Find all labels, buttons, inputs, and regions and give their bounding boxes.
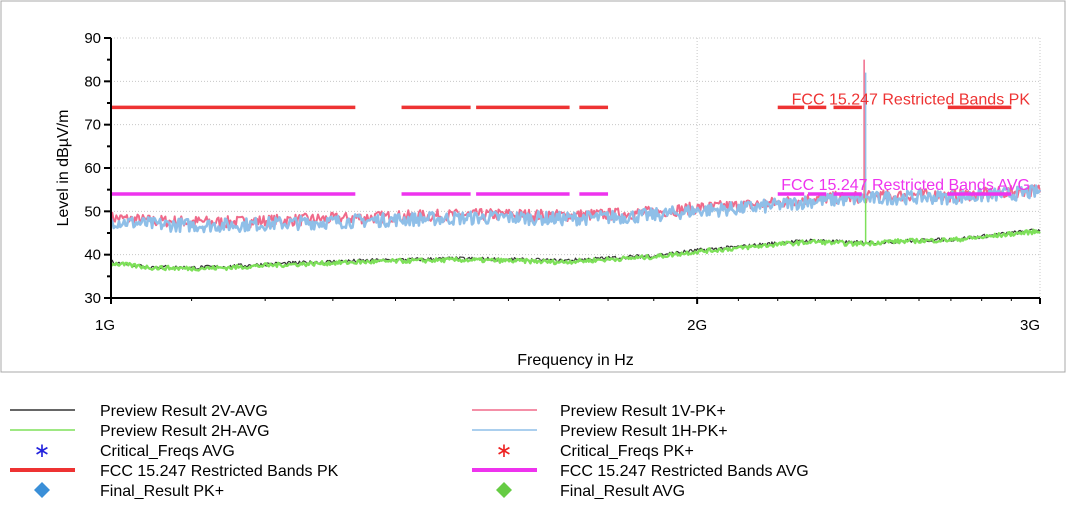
y-tick-label: 40 — [84, 247, 101, 264]
legend-label: Final_Result AVG — [560, 483, 685, 500]
y-tick-label: 30 — [84, 290, 101, 307]
x-tick-label: 1G — [95, 317, 115, 334]
y-tick-label: 70 — [84, 117, 101, 134]
limit-layer: FCC 15.247 Restricted Bands PK FCC 15.247… — [111, 91, 1031, 196]
legend-label: Critical_Freqs PK+ — [560, 443, 694, 460]
y-tick-label: 60 — [84, 160, 101, 177]
asterisk-icon: ∗ — [496, 438, 513, 462]
y-tick-label: 50 — [84, 203, 101, 220]
axes: 30 40 50 60 70 80 90 1G 2G 3G — [84, 30, 1041, 334]
legend: Preview Result 2V-AVG Preview Result 2H-A… — [10, 403, 809, 500]
series-line-4 — [109, 228, 1041, 272]
diamond-icon — [34, 482, 50, 498]
series-line-3 — [110, 228, 1041, 270]
legend-label: Preview Result 2H-AVG — [100, 423, 270, 440]
x-tick-label: 3G — [1020, 317, 1040, 334]
chart-frame — [0, 0, 1066, 373]
y-tick-label: 80 — [84, 73, 101, 90]
legend-label: Preview Result 2V-AVG — [100, 403, 268, 420]
diamond-icon — [496, 482, 512, 498]
y-tick-label: 90 — [84, 30, 101, 47]
limit-label-avg: FCC 15.247 Restricted Bands AVG — [781, 177, 1030, 194]
asterisk-icon: ∗ — [34, 438, 51, 462]
series-layer — [109, 59, 1042, 272]
legend-label: Preview Result 1H-PK+ — [560, 423, 728, 440]
legend-label: Critical_Freqs AVG — [100, 443, 235, 460]
x-axis-title: Frequency in Hz — [517, 352, 634, 369]
legend-label: Final_Result PK+ — [100, 483, 224, 500]
series-line-2 — [109, 184, 1042, 234]
x-tick-label: 2G — [687, 317, 707, 334]
legend-label: Preview Result 1V-PK+ — [560, 403, 726, 420]
legend-label: FCC 15.247 Restricted Bands PK — [100, 463, 339, 480]
limit-label-pk: FCC 15.247 Restricted Bands PK — [792, 91, 1031, 108]
y-axis-title: Level in dBµV/m — [55, 110, 72, 227]
legend-label: FCC 15.247 Restricted Bands AVG — [560, 463, 809, 480]
